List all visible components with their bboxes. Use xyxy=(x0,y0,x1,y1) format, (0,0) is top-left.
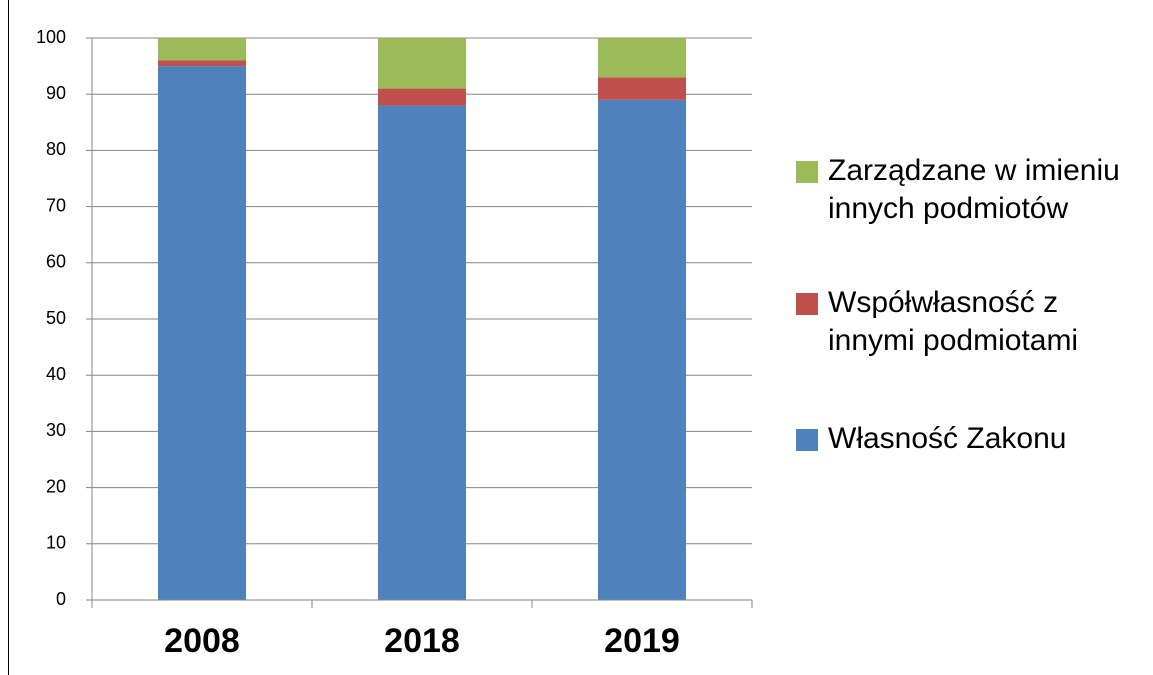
y-tick-label: 20 xyxy=(46,476,66,496)
x-tick-label: 2018 xyxy=(384,622,460,660)
legend-item: Zarządzane w imieniu innych podmiotów xyxy=(796,152,1146,228)
legend-swatch xyxy=(796,293,818,315)
y-tick-label: 50 xyxy=(46,308,66,328)
bar-segment xyxy=(378,105,466,600)
x-tick-label: 2019 xyxy=(604,622,680,660)
y-tick-label: 40 xyxy=(46,364,66,384)
bar-segment xyxy=(598,38,686,78)
bar-segment xyxy=(158,38,246,61)
legend-item: Własność Zakonu xyxy=(796,420,1146,458)
y-tick-label: 90 xyxy=(46,83,66,103)
y-tick-label: 0 xyxy=(56,589,66,609)
x-tick-label: 2008 xyxy=(164,622,240,660)
legend-swatch xyxy=(796,429,818,451)
bar-segment xyxy=(598,77,686,100)
y-tick-label: 10 xyxy=(46,533,66,553)
legend-item: Współwłasność z innymi podmiotami xyxy=(796,284,1146,360)
legend-swatch xyxy=(796,161,818,183)
legend-label: Zarządzane w imieniu innych podmiotów xyxy=(828,154,1120,225)
bar-segment xyxy=(598,99,686,600)
y-tick-label: 30 xyxy=(46,420,66,440)
y-tick-label: 60 xyxy=(46,252,66,272)
bar-segment xyxy=(158,60,246,67)
legend-label: Własność Zakonu xyxy=(828,422,1067,455)
bar-segment xyxy=(378,38,466,89)
bar-segment xyxy=(378,88,466,106)
y-tick-label: 70 xyxy=(46,195,66,215)
bar-segment xyxy=(158,66,246,601)
y-tick-label: 80 xyxy=(46,139,66,159)
y-tick-label: 100 xyxy=(36,27,66,47)
legend-label: Współwłasność z innymi podmiotami xyxy=(828,286,1079,357)
